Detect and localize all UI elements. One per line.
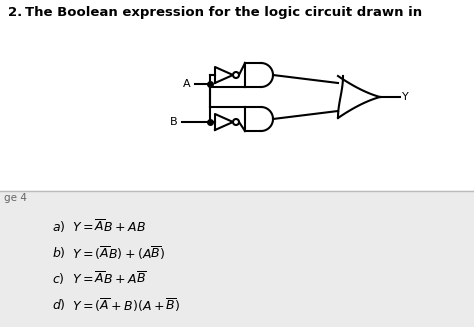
- Text: $a)$: $a)$: [52, 219, 65, 234]
- Text: ge 4: ge 4: [4, 193, 27, 203]
- Text: $Y = (\overline{A}B) + (A\overline{B})$: $Y = (\overline{A}B) + (A\overline{B})$: [72, 245, 165, 262]
- Text: The Boolean expression for the logic circuit drawn in: The Boolean expression for the logic cir…: [25, 6, 422, 19]
- Circle shape: [233, 72, 239, 78]
- Text: Y: Y: [402, 92, 409, 102]
- Text: $Y = \overline{A}B + A\overline{B}$: $Y = \overline{A}B + A\overline{B}$: [72, 271, 146, 287]
- Text: $Y = (\overline{A} + B)(A + \overline{B})$: $Y = (\overline{A} + B)(A + \overline{B}…: [72, 297, 181, 314]
- Bar: [0, 191, 474, 327]
- Text: $b)$: $b)$: [52, 245, 66, 260]
- Text: A: A: [183, 79, 191, 89]
- Circle shape: [233, 119, 239, 125]
- Text: B: B: [170, 117, 178, 127]
- Bar: [0, 0, 474, 191]
- Text: $d)$: $d)$: [52, 297, 66, 312]
- Text: 2.: 2.: [8, 6, 22, 19]
- Text: $c)$: $c)$: [52, 271, 64, 286]
- Text: $Y = \overline{A}B + AB$: $Y = \overline{A}B + AB$: [72, 219, 146, 235]
